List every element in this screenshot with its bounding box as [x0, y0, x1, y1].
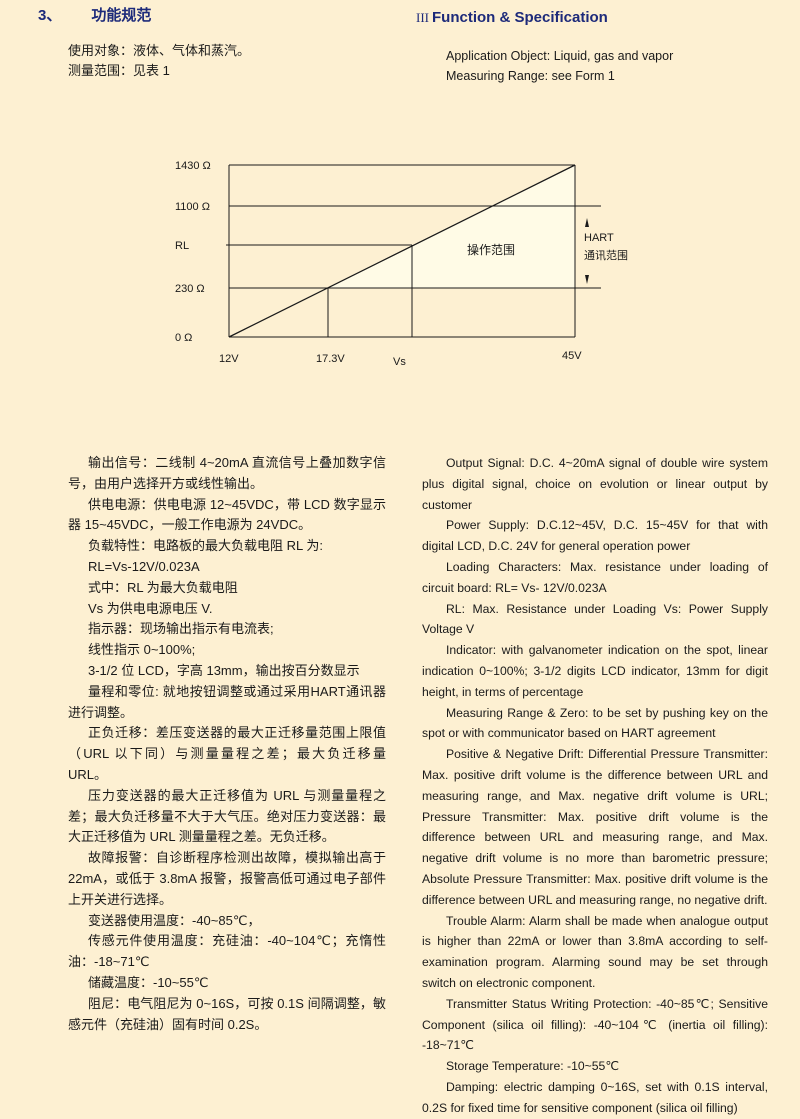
spec-paragraph: 供电电源：供电电源 12~45VDC，带 LCD 数字显示器 15~45VDC，…: [68, 496, 386, 533]
hart-label: HART: [584, 232, 614, 244]
spec-paragraph: Power Supply: D.C.12~45V, D.C. 15~45V fo…: [422, 518, 768, 554]
x-label-12v: 12V: [219, 353, 239, 365]
spec-column-en: Output Signal: D.C. 4~20mA signal of dou…: [422, 453, 768, 1119]
spec-paragraph: Transmitter Status Writing Protection: -…: [422, 996, 768, 1053]
spec-paragraph: 输出信号：二线制 4~20mA 直流信号上叠加数字信号，由用户选择开方或线性输出…: [68, 455, 386, 491]
spec-paragraph: Loading Characters: Max. resistance unde…: [422, 559, 768, 595]
section-number: 3、: [38, 7, 62, 24]
intro-cn-line: 使用对象：液体、气体和蒸汽。: [68, 43, 251, 58]
spec-paragraph: 负载特性：电路板的最大负载电阻 RL 为:: [88, 538, 323, 554]
y-label-1430: 1430 Ω: [175, 160, 211, 172]
spec-paragraph: Damping: electric damping 0~16S, set wit…: [422, 1079, 768, 1115]
spec-paragraph: 故障报警：自诊断程序检测出故障，模拟输出高于 22mA，或低于 3.8mA 报警…: [68, 850, 386, 907]
load-line: [228, 164, 576, 338]
operating-range-label: 操作范围: [467, 242, 515, 257]
y-label-230: 230 Ω: [175, 283, 205, 295]
y-label-rl: RL: [175, 240, 189, 252]
intro-cn-line: 测量范围：见表 1: [68, 63, 170, 78]
spec-paragraph: Measuring Range & Zero: to be set by pus…: [422, 705, 768, 741]
intro-en-line: Measuring Range: see Form 1: [446, 69, 615, 83]
hart-arrow-up-icon: [585, 218, 589, 227]
section-title-cn-text: 功能规范: [91, 7, 152, 24]
spec-paragraph: 传感元件使用温度：充硅油：-40~104℃；充惰性油：-18~71℃: [68, 933, 386, 970]
x-label-45v: 45V: [562, 350, 582, 362]
spec-paragraph: 正负迁移：差压变送器的最大正迁移量范围上限值（URL 以下同）与测量量程之差；最…: [68, 725, 386, 782]
spec-paragraph: 线性指示 0~100%;: [88, 642, 196, 658]
spec-paragraph: Vs 为供电电源电压 V.: [88, 600, 213, 616]
intro-en-line: Application Object: Liquid, gas and vapo…: [446, 49, 674, 63]
spec-column-cn: 输出信号：二线制 4~20mA 直流信号上叠加数字信号，由用户选择开方或线性输出…: [68, 453, 386, 1035]
section-title-cn: 3、 功能规范: [38, 4, 151, 25]
intro-en: Application Object: Liquid, gas and vapo…: [446, 46, 673, 86]
spec-paragraph: 变送器使用温度：-40~85℃，: [88, 912, 261, 928]
section-roman-numeral: III: [416, 10, 429, 25]
spec-paragraph: 3-1/2 位 LCD，字高 13mm，输出按百分数显示: [88, 662, 360, 678]
spec-paragraph: 阻尼：电气阻尼为 0~16S，可按 0.1S 间隔调整，敏感元件（充硅油）固有时…: [68, 995, 386, 1032]
spec-paragraph: 压力变送器的最大正迁移值为 URL 与测量量程之差；最大负迁移量不大于大气压。绝…: [68, 787, 386, 845]
spec-paragraph: RL: Max. Resistance under Loading Vs: Po…: [422, 601, 768, 637]
spec-paragraph: 量程和零位: 就地按钮调整或通过采用HART通讯器进行调整。: [68, 683, 386, 720]
spec-paragraph: Trouble Alarm: Alarm shall be made when …: [422, 913, 768, 990]
spec-paragraph: 式中：RL 为最大负载电阻: [88, 579, 238, 595]
load-characteristic-diagram: 1430 Ω 1100 Ω RL 230 Ω 0 Ω 12V 17.3V Vs …: [175, 160, 628, 368]
spec-paragraph: Storage Temperature: -10~55℃: [446, 1059, 620, 1074]
y-label-0: 0 Ω: [175, 332, 192, 344]
spec-paragraph: Indicator: with galvanometer indication …: [422, 643, 768, 699]
intro-cn: 使用对象：液体、气体和蒸汽。 测量范围：见表 1: [68, 41, 250, 81]
spec-paragraph: 储藏温度：-10~55℃: [88, 974, 209, 990]
spec-paragraph: Positive & Negative Drift: Differential …: [422, 747, 768, 907]
spec-paragraph: 指示器：现场输出指示有电流表;: [88, 621, 274, 637]
section-title-en: III Function & Specification: [416, 9, 608, 26]
x-label-vs: Vs: [393, 356, 406, 368]
x-label-17-3v: 17.3V: [316, 353, 345, 365]
hart-range-label: 通讯范围: [584, 248, 628, 262]
y-label-1100: 1100 Ω: [175, 201, 210, 213]
section-title-en-text: Function & Specification: [432, 9, 608, 26]
spec-paragraph: Output Signal: D.C. 4~20mA signal of dou…: [422, 456, 768, 512]
spec-paragraph: RL=Vs-12V/0.023A: [88, 558, 200, 574]
hart-arrow-down-icon: [585, 275, 589, 284]
